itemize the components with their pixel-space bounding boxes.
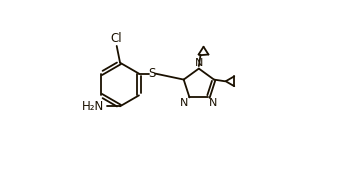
Text: H₂N: H₂N xyxy=(82,100,104,113)
Text: N: N xyxy=(209,98,217,108)
Text: S: S xyxy=(148,67,156,80)
Text: N: N xyxy=(195,58,203,68)
Text: Cl: Cl xyxy=(110,32,122,45)
Text: N: N xyxy=(180,98,188,108)
